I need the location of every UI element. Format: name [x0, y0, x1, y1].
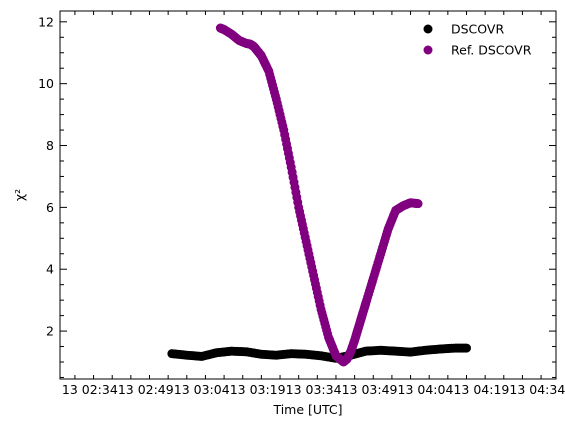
y-tick-label: 6: [46, 200, 54, 215]
series-dscovr: [167, 343, 471, 363]
y-tick-label: 8: [46, 138, 54, 153]
legend-marker: [423, 45, 433, 55]
data-point: [461, 343, 471, 353]
legend: DSCOVR Ref. DSCOVR: [423, 22, 532, 58]
x-tick-label: 13 03:34: [286, 382, 342, 397]
y-axis-ticks: 2 4 6 8 10 12: [38, 14, 556, 378]
x-tick-label: 13 03:49: [342, 382, 398, 397]
data-point: [413, 199, 423, 209]
x-axis-ticks: 13 02:34 13 02:49 13 03:04 13 03:19 13 03:34…: [62, 11, 565, 397]
y-tick-label: 12: [38, 14, 54, 29]
y-tick-label: 10: [38, 76, 54, 91]
x-tick-label: 13 03:19: [230, 382, 286, 397]
x-tick-label: 13 03:04: [174, 382, 230, 397]
x-tick-label: 13 04:19: [453, 382, 509, 397]
x-axis-label: Time [UTC]: [272, 402, 342, 417]
legend-label: Ref. DSCOVR: [451, 43, 532, 58]
y-axis-label: χ²: [12, 189, 27, 201]
x-tick-label: 13 04:34: [509, 382, 565, 397]
x-tick-label: 13 02:49: [118, 382, 174, 397]
x-tick-label: 13 04:04: [398, 382, 454, 397]
y-tick-label: 2: [46, 324, 54, 339]
legend-label: DSCOVR: [451, 22, 504, 37]
y-tick-label: 4: [46, 262, 54, 277]
x-tick-label: 13 02:34: [62, 382, 118, 397]
plot-area: [167, 23, 471, 367]
legend-marker: [423, 24, 433, 34]
series-ref-dscovr: [215, 23, 423, 367]
plot-frame: [59, 10, 557, 380]
